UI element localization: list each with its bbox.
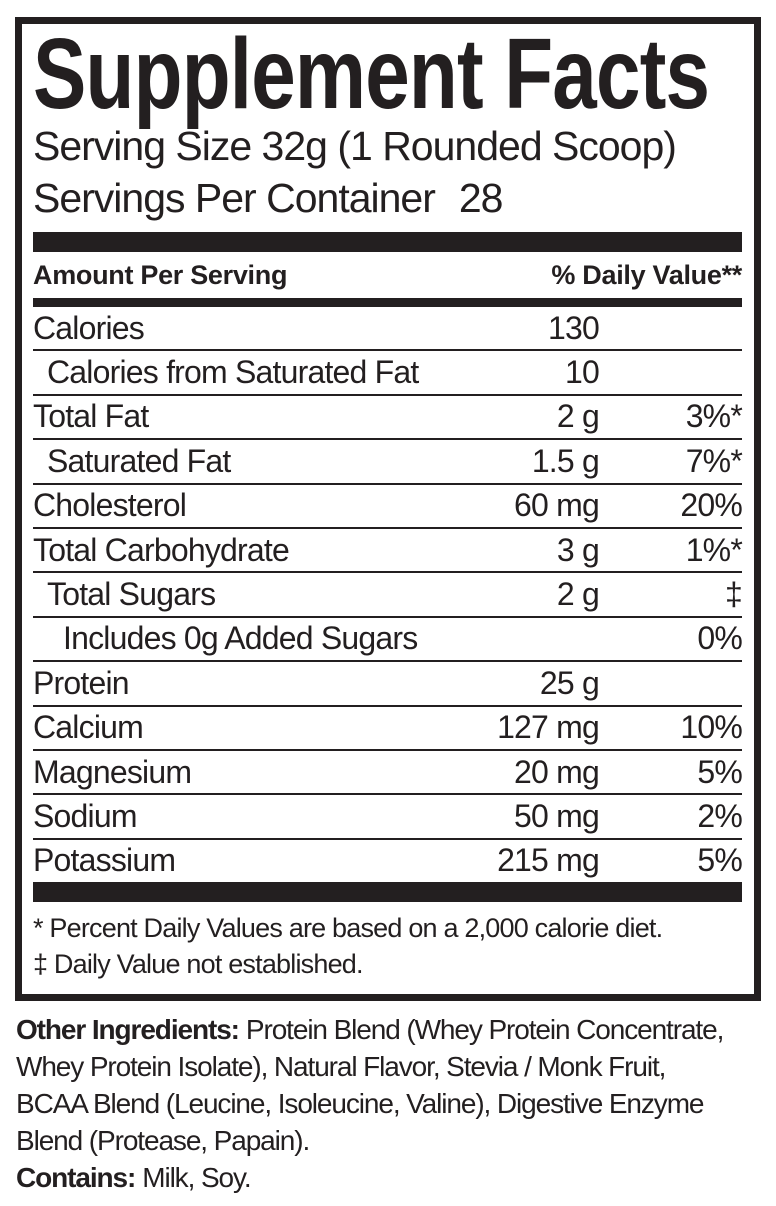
serving-size-line: Serving Size 32g (1 Rounded Scoop) [33, 123, 677, 169]
contains-line: Contains: Milk, Soy. [16, 1159, 768, 1196]
nutrient-name: Calories from Saturated Fat [47, 354, 419, 391]
ingredients-line: Other Ingredients: Protein Blend (Whey Pr… [16, 1011, 768, 1048]
amount-per-serving-header: Amount Per Serving [33, 260, 288, 290]
table-row: Includes 0g Added Sugars 0% [33, 618, 743, 663]
nutrient-amount: 20 mg [514, 753, 600, 790]
nutrient-amount: 215 mg [497, 842, 600, 879]
nutrient-amount: 130 [548, 309, 600, 346]
table-row: Total Fat 2 g 3%* [33, 396, 743, 441]
nutrient-name: Sodium [33, 797, 138, 834]
servings-per-container-value: 28 [458, 175, 504, 221]
table-row: Total Carbohydrate 3 g 1%* [33, 529, 743, 574]
separator-bar-thick-bottom [33, 882, 742, 903]
nutrient-name: Calories [33, 309, 145, 346]
nutrient-table: Calories 130 Calories from Saturated Fat… [33, 307, 743, 882]
table-row: Calories 130 [33, 307, 742, 352]
nutrient-dv: 10% [680, 709, 742, 746]
nutrient-amount: 10 [565, 354, 600, 391]
nutrient-name: Potassium [33, 842, 176, 879]
footnotes: * Percent Daily Values are based on a 2,… [33, 902, 742, 982]
separator-bar-medium [33, 298, 742, 307]
nutrient-dv: 0% [697, 620, 742, 657]
nutrient-amount: 1.5 g [531, 442, 600, 479]
nutrient-name: Total Sugars [47, 576, 216, 613]
nutrient-name: Saturated Fat [47, 442, 231, 479]
ingredients-text-line-2: Whey Protein Isolate), Natural Flavor, S… [16, 1051, 666, 1082]
daily-value-header: % Daily Value** [551, 260, 742, 290]
ingredients-text-line-4: Blend (Protease, Papain). [16, 1125, 310, 1156]
nutrient-dv: 5% [697, 842, 742, 879]
separator-bar-thick-top [33, 232, 742, 252]
nutrient-name: Total Fat [33, 398, 149, 435]
nutrient-amount: 2 g [556, 398, 600, 435]
table-row: Saturated Fat 1.5 g 7%* [33, 440, 743, 485]
nutrient-amount: 2 g [556, 576, 600, 613]
nutrient-dv: 5% [697, 753, 742, 790]
nutrient-dv: 7%* [685, 442, 743, 479]
other-ingredients-section: Other Ingredients: Protein Blend (Whey Pr… [16, 1011, 768, 1196]
nutrient-amount: 3 g [556, 531, 600, 568]
table-header-row: Amount Per Serving % Daily Value** [33, 252, 742, 298]
table-row: Cholesterol 60 mg 20% [33, 485, 743, 529]
supplement-facts-panel: Supplement Facts Serving Size 32g (1 Rou… [15, 17, 761, 1001]
other-ingredients-label: Other Ingredients: [16, 1014, 240, 1045]
nutrient-name: Calcium [33, 709, 144, 746]
nutrient-name: Total Carbohydrate [33, 531, 290, 568]
servings-per-container-label: Servings Per Container [33, 175, 436, 221]
contains-label: Contains: [16, 1162, 136, 1193]
panel-title: Supplement Facts [33, 18, 710, 130]
footnote-daily-values: * Percent Daily Values are based on a 2,… [33, 913, 663, 944]
contains-text: Milk, Soy. [142, 1162, 251, 1193]
nutrient-name: Magnesium [33, 753, 192, 790]
nutrient-dv: 1%* [685, 531, 743, 568]
nutrient-dv: ‡ [725, 576, 743, 613]
footnote-not-established: ‡ Daily Value not established. [33, 949, 364, 980]
table-row: Protein 25 g [33, 662, 742, 707]
nutrient-name: Protein [33, 664, 130, 701]
table-row: Calcium 127 mg 10% [33, 707, 743, 751]
nutrient-amount: 25 g [539, 664, 600, 701]
ingredients-text-line-1: Protein Blend (Whey Protein Concentrate, [245, 1014, 724, 1045]
table-row: Magnesium 20 mg 5% [33, 751, 743, 796]
nutrient-amount: 60 mg [514, 487, 600, 524]
nutrient-dv: 3%* [685, 398, 743, 435]
nutrient-amount: 50 mg [514, 797, 600, 834]
table-row: Total Sugars 2 g ‡ [33, 573, 743, 618]
nutrient-dv: 20% [680, 487, 742, 524]
nutrient-name: Includes 0g Added Sugars [63, 620, 418, 657]
table-row: Potassium 215 mg 5% [33, 840, 743, 882]
ingredients-text-line-3: BCAA Blend (Leucine, Isoleucine, Valine)… [16, 1088, 705, 1119]
nutrient-dv: 2% [697, 797, 742, 834]
table-row: Calories from Saturated Fat 10 [33, 351, 742, 396]
nutrient-amount: 127 mg [497, 709, 600, 746]
nutrient-name: Cholesterol [33, 487, 187, 524]
servings-per-container-line: Servings Per Container 28 [33, 172, 742, 224]
table-row: Sodium 50 mg 2% [33, 795, 743, 840]
